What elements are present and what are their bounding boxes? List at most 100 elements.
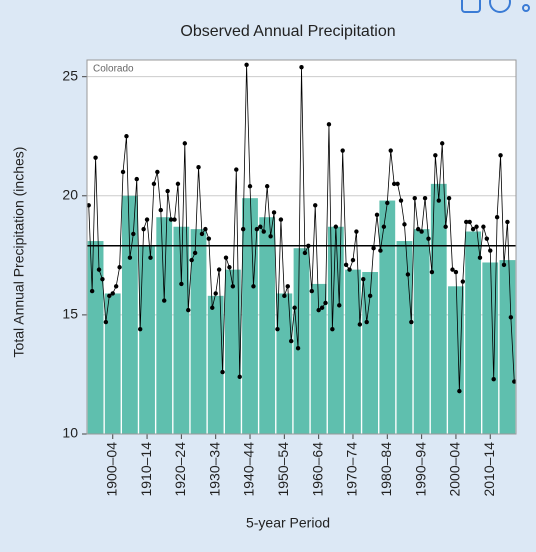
- annual-point: [179, 281, 184, 287]
- annual-point: [295, 346, 301, 351]
- bar: [173, 226, 190, 434]
- annual-point: [247, 184, 253, 189]
- toolbar-icon[interactable]: [489, 0, 511, 13]
- x-tick-label: 1940–44: [241, 442, 257, 497]
- annual-point: [440, 141, 445, 146]
- annual-point: [460, 279, 466, 284]
- bar: [482, 262, 499, 434]
- annual-point: [429, 269, 435, 275]
- annual-point: [337, 303, 342, 308]
- bar: [139, 245, 155, 434]
- annual-point: [488, 248, 493, 253]
- annual-point: [381, 224, 387, 229]
- x-tick-label: 1990–94: [412, 442, 428, 497]
- annual-point: [124, 134, 129, 139]
- annual-point: [491, 377, 496, 382]
- y-axis-label: Total Annual Precipitation (inches): [11, 147, 27, 358]
- plot-border: [86, 59, 517, 435]
- annual-point: [388, 148, 393, 153]
- annual-point: [316, 307, 321, 313]
- bar: [276, 293, 293, 434]
- bar: [379, 200, 396, 434]
- annual-point: [237, 374, 242, 380]
- annual-point: [378, 248, 383, 253]
- annual-point: [96, 267, 102, 272]
- annual-point: [162, 298, 167, 303]
- bar: [190, 229, 207, 434]
- bar: [293, 248, 310, 434]
- annual-point: [278, 217, 284, 222]
- annual-point: [100, 276, 105, 282]
- annual-point: [398, 198, 404, 203]
- annual-point: [433, 153, 438, 158]
- annual-point: [182, 141, 188, 146]
- annual-point: [113, 284, 119, 289]
- x-tick-label: 1950–54: [275, 442, 291, 497]
- annual-point: [151, 181, 157, 187]
- toolbar-icon[interactable]: [522, 4, 530, 12]
- chart-title: Observed Annual Precipitation: [180, 23, 395, 40]
- annual-point: [450, 267, 455, 272]
- annual-point: [251, 284, 256, 289]
- annual-point: [227, 265, 232, 270]
- annual-point: [501, 262, 507, 268]
- annual-point: [203, 226, 208, 232]
- x-tick-label: 1930–34: [206, 442, 222, 497]
- annual-point: [189, 257, 194, 263]
- annual-point: [391, 181, 397, 187]
- annual-point: [285, 284, 290, 289]
- annual-point: [474, 224, 479, 229]
- bar: [242, 198, 258, 434]
- annual-point: [326, 122, 332, 127]
- x-tick-label: 2010–14: [481, 442, 497, 497]
- bar: [413, 229, 430, 434]
- bar: [465, 231, 481, 434]
- annual-point: [481, 224, 486, 229]
- annual-point: [467, 219, 472, 225]
- annual-point: [172, 217, 177, 222]
- annual-point: [120, 169, 126, 175]
- bar: [224, 269, 241, 434]
- annual-point: [457, 388, 462, 394]
- annual-point: [230, 284, 236, 289]
- bar: [396, 241, 413, 434]
- bar: [345, 269, 361, 434]
- annual-point: [206, 236, 212, 241]
- annual-point: [165, 188, 170, 194]
- annual-point: [258, 224, 263, 229]
- annual-point: [446, 195, 452, 201]
- annotation: Colorado: [93, 64, 134, 75]
- toolbar[interactable]: [461, 0, 530, 13]
- annual-point: [343, 262, 349, 268]
- annual-point: [196, 164, 201, 170]
- y-tick-label: 10: [62, 425, 78, 441]
- annual-point: [340, 148, 345, 153]
- annual-point: [261, 229, 266, 234]
- annual-point: [148, 255, 153, 260]
- annual-point: [220, 369, 225, 375]
- annual-point: [453, 269, 459, 275]
- annual-point: [216, 267, 222, 272]
- annual-point: [107, 293, 112, 299]
- x-tick-label: 2000–04: [447, 442, 463, 497]
- annual-point: [299, 64, 304, 70]
- annual-point: [175, 181, 181, 187]
- annual-point: [505, 219, 510, 225]
- bar: [122, 195, 138, 434]
- x-tick-label: 1970–74: [344, 442, 360, 497]
- annual-point: [477, 255, 483, 260]
- annual-point: [93, 155, 98, 160]
- annual-point: [192, 250, 198, 256]
- annual-point: [464, 219, 469, 225]
- annual-point: [264, 184, 270, 189]
- annual-point: [484, 236, 490, 241]
- annual-point: [494, 215, 500, 220]
- annual-point: [354, 229, 359, 234]
- annual-point: [436, 198, 441, 203]
- annual-point: [223, 255, 229, 260]
- annual-point: [213, 291, 218, 296]
- annual-point: [89, 288, 95, 294]
- toolbar-icon[interactable]: [461, 0, 481, 13]
- annual-point: [254, 226, 260, 232]
- annual-point: [374, 212, 380, 218]
